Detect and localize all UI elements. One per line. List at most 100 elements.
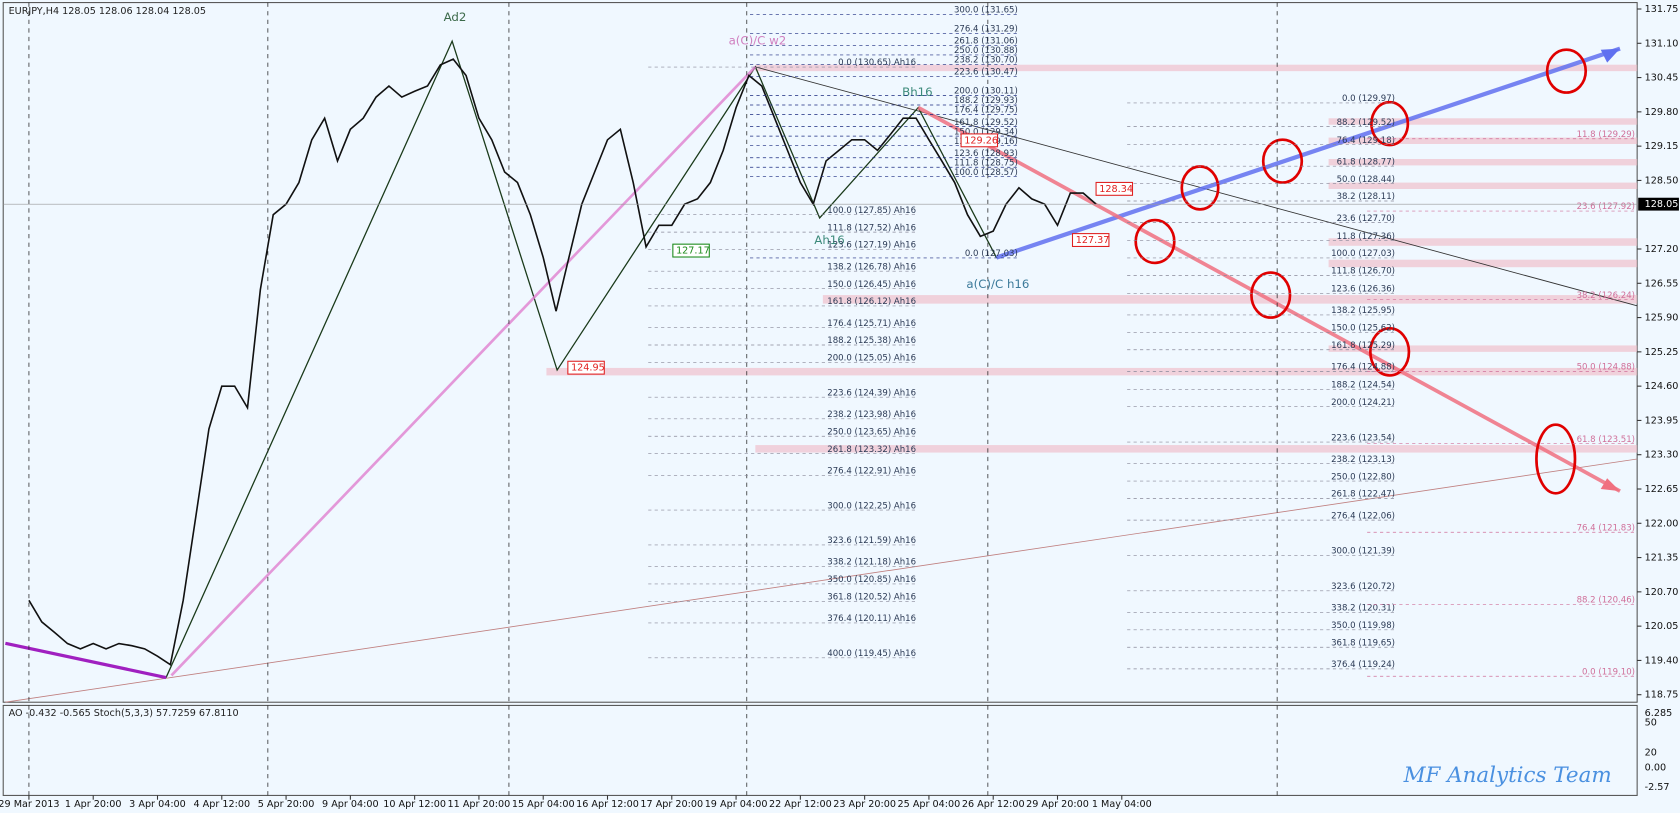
x-tick-label: 1 Apr 20:00 (65, 799, 122, 810)
y-tick-label: 124.60 (1645, 381, 1679, 392)
fib-label: 238.2 (130.70) (954, 56, 1018, 66)
fib-label: 76.4 (121.83) (1577, 523, 1635, 533)
y-tick-label: 125.25 (1645, 347, 1679, 358)
x-tick-label: 17 Apr 20:00 (640, 799, 703, 810)
fib-label: 276.4 (122.06) (1331, 511, 1395, 521)
fib-label: 250.0 (130.88) (954, 46, 1018, 56)
price-line (28, 58, 1097, 666)
y-tick-label: 120.05 (1645, 621, 1679, 632)
osc-label: 6.285 (1645, 708, 1673, 719)
x-tick-label: 23 Apr 20:00 (833, 799, 896, 810)
y-tick-label: 125.90 (1645, 313, 1679, 324)
fib-label: 50.0 (124.88) (1577, 363, 1635, 373)
price-tag-box (672, 243, 710, 258)
fib-label: 111.8 (126.70) (1331, 267, 1395, 277)
x-tick-label: 29 Apr 20:00 (1026, 799, 1089, 810)
fib-label: 188.2 (125.38) Ah16 (827, 336, 916, 346)
fib-label: 123.6 (128.93) (954, 149, 1018, 159)
fib-label: 223.6 (124.39) Ah16 (827, 388, 916, 398)
fib-label: 0.0 (130.65) Ah16 (838, 58, 916, 68)
x-tick-label: 16 Apr 12:00 (576, 799, 639, 810)
price-tag: 129.26 (964, 135, 998, 146)
fib-label: 188.2 (129.93) (954, 96, 1018, 106)
price-tag-box (567, 360, 605, 375)
fib-label: 361.8 (120.52) Ah16 (827, 593, 916, 603)
wave-label: Ah16 (814, 233, 844, 247)
fib-label: 138.2 (126.78) Ah16 (827, 262, 916, 272)
y-tick-label: 126.55 (1645, 278, 1679, 289)
fib-label: 223.6 (130.47) (954, 68, 1018, 78)
fib-label: 100.0 (128.57) (954, 168, 1018, 178)
y-tick-label: 121.35 (1645, 553, 1679, 564)
fib-label: 350.0 (119.98) (1331, 621, 1395, 631)
price-tag: 127.37 (1076, 235, 1110, 246)
y-tick-label: 131.75 (1645, 4, 1679, 15)
y-tick-label: 131.10 (1645, 38, 1679, 49)
fib-label: 200.0 (125.05) Ah16 (827, 354, 916, 364)
fib-label: 161.8 (125.29) (1331, 341, 1395, 351)
fib-label: 150.0 (126.45) Ah16 (827, 280, 916, 290)
fib-label: 261.8 (123.32) Ah16 (827, 445, 916, 455)
fib-label: 23.6 (127.70) (1337, 214, 1395, 224)
wave-label: Bh16 (902, 85, 933, 99)
fib-label: 111.8 (127.52) Ah16 (827, 223, 916, 233)
y-tick-label: 120.70 (1645, 587, 1679, 598)
price-tag-box (960, 133, 999, 148)
fib-label: 76.4 (129.18) (1337, 136, 1395, 146)
current-price-box (1638, 197, 1679, 211)
price-tag: 124.95 (571, 363, 605, 374)
fib-label: 238.2 (123.98) Ah16 (827, 410, 916, 420)
vertical-separators (28, 2, 1278, 796)
fib-label: 11.8 (129.29) (1577, 130, 1635, 140)
fib-label: 250.0 (122.80) (1331, 472, 1395, 482)
x-tick-label: 19 Apr 04:00 (705, 799, 768, 810)
wave-label: a(C)/C w2 (729, 34, 787, 48)
y-tick-label: 129.80 (1645, 107, 1679, 118)
fib-label: 276.4 (131.29) (954, 24, 1018, 34)
fib-label: 376.4 (120.11) Ah16 (827, 614, 916, 624)
fib-label: 150.0 (125.62) (1331, 324, 1395, 334)
price-tag: 128.34 (1099, 184, 1133, 195)
fib-label: 361.8 (119.65) (1331, 638, 1395, 648)
fib-label: 376.4 (119.24) (1331, 660, 1395, 670)
fib-label: 200.0 (130.11) (954, 87, 1018, 97)
x-tick-label: 5 Apr 20:00 (258, 799, 315, 810)
pink-bands (546, 64, 1638, 453)
fib-label: 350.0 (120.85) Ah16 (827, 575, 916, 585)
fib-label: 61.8 (128.77) (1337, 157, 1395, 167)
x-tick-label: 4 Apr 12:00 (193, 799, 250, 810)
fib-label: 176.4 (124.88) (1331, 363, 1395, 373)
fib-label: 338.2 (120.31) (1331, 604, 1395, 614)
fib-label: 323.6 (120.72) (1331, 582, 1395, 592)
price-tag: 127.17 (676, 246, 710, 257)
fib-label: 0.0 (127.03) (965, 249, 1018, 259)
x-tick-label: 3 Apr 04:00 (129, 799, 186, 810)
y-tick-label: 118.75 (1645, 690, 1679, 701)
wave-label: a(C)/C h16 (966, 277, 1029, 291)
y-tick-label: 119.40 (1645, 655, 1679, 666)
current-price: 128.05 (1645, 199, 1679, 210)
fib-label: 400.0 (119.45) Ah16 (827, 649, 916, 659)
fib-label: 338.2 (121.18) Ah16 (827, 558, 916, 568)
fib-label: 176.4 (129.75) (954, 106, 1018, 116)
watermark: MF Analytics Team (1403, 763, 1612, 788)
circles (1134, 48, 1588, 495)
y-tick-label: 128.50 (1645, 175, 1679, 186)
fib-label: 261.8 (122.47) (1331, 490, 1395, 500)
y-tick-label: 129.15 (1645, 141, 1679, 152)
y-tick-label: 122.65 (1645, 484, 1679, 495)
y-tick-label: 123.30 (1645, 450, 1679, 461)
fib-label: 276.4 (122.91) Ah16 (827, 467, 916, 477)
x-tick-label: 29 Mar 2013 (0, 799, 59, 810)
trend-lines (5, 39, 1638, 703)
fib-label: 176.4 (125.71) Ah16 (827, 319, 916, 329)
oscillator-panel (2, 704, 1638, 796)
fib-label: 200.0 (124.21) (1331, 398, 1395, 408)
y-tick-label: 127.20 (1645, 244, 1679, 255)
fib-label: 238.2 (123.13) (1331, 455, 1395, 465)
y-tick-label: 123.95 (1645, 415, 1679, 426)
fib-label: 123.6 (127.19) Ah16 (827, 241, 916, 251)
osc-label: 0.00 (1645, 763, 1666, 774)
osc-label: 50 (1645, 718, 1657, 729)
